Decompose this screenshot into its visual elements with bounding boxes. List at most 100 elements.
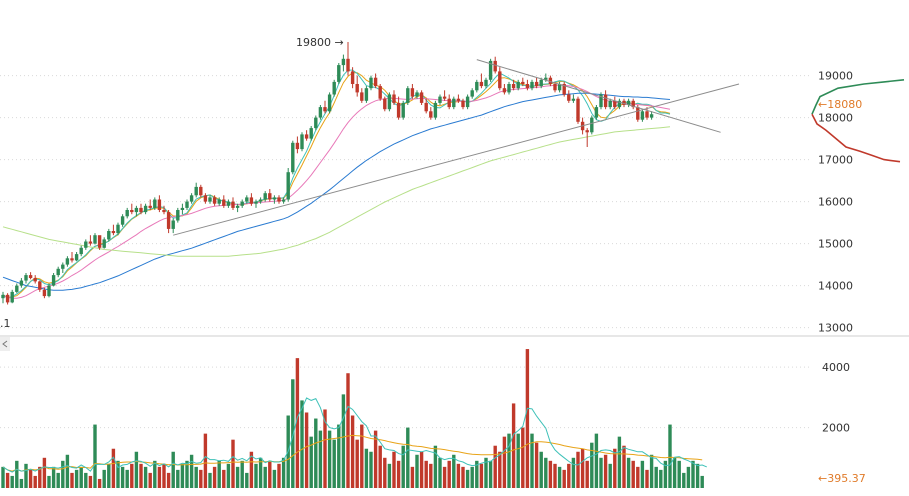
volume-bar[interactable] (659, 469, 663, 488)
volume-bar[interactable] (465, 469, 470, 488)
volume-bar[interactable] (562, 469, 566, 488)
volume-bar[interactable] (272, 469, 277, 488)
candle-body[interactable] (576, 98, 580, 122)
volume-bar[interactable] (38, 466, 42, 488)
volume-bar[interactable] (203, 433, 208, 488)
volume-bar[interactable] (470, 466, 474, 488)
candle-body[interactable] (208, 197, 212, 202)
volume-bar[interactable] (438, 457, 442, 488)
candle-body[interactable] (373, 77, 378, 87)
candle-body[interactable] (442, 96, 447, 99)
volume-bar[interactable] (571, 457, 576, 488)
volume-bar[interactable] (479, 463, 484, 488)
volume-bar[interactable] (594, 433, 599, 488)
collapse-toggle[interactable] (0, 337, 10, 351)
candle-body[interactable] (74, 254, 79, 261)
volume-bar[interactable] (452, 454, 456, 488)
volume-bar[interactable] (424, 460, 428, 488)
volume-bar[interactable] (645, 469, 649, 488)
volume-bar[interactable] (56, 472, 60, 488)
volume-bar[interactable] (373, 430, 378, 488)
volume-bar[interactable] (387, 463, 392, 488)
candle-body[interactable] (199, 186, 203, 196)
volume-bar[interactable] (281, 457, 286, 488)
candle-body[interactable] (525, 84, 530, 89)
candle-body[interactable] (65, 258, 70, 265)
candle-body[interactable] (369, 77, 373, 89)
candle-body[interactable] (498, 71, 502, 89)
volume-bar[interactable] (346, 373, 350, 488)
candle-body[interactable] (332, 81, 336, 95)
volume-bar[interactable] (360, 424, 364, 488)
volume-bar[interactable] (341, 394, 346, 488)
volume-bar[interactable] (185, 460, 189, 488)
candle-body[interactable] (249, 197, 254, 204)
candle-body[interactable] (171, 220, 175, 229)
volume-bar[interactable] (5, 472, 10, 488)
volume-bar[interactable] (125, 469, 129, 488)
volume-bar[interactable] (640, 460, 645, 488)
volume-bar[interactable] (663, 460, 668, 488)
candle-body[interactable] (346, 58, 350, 72)
volume-bar[interactable] (102, 469, 106, 488)
candle-body[interactable] (511, 84, 516, 89)
volume-bar[interactable] (691, 460, 695, 488)
candle-body[interactable] (245, 197, 249, 202)
candle-body[interactable] (438, 96, 442, 103)
candle-body[interactable] (153, 199, 157, 208)
candle-body[interactable] (5, 294, 10, 303)
volume-bar[interactable] (277, 463, 281, 488)
volume-bar[interactable] (516, 433, 520, 488)
candle-body[interactable] (189, 195, 194, 202)
candle-body[interactable] (258, 199, 263, 202)
candle-body[interactable] (47, 285, 51, 297)
volume-bar[interactable] (383, 457, 387, 488)
candle-body[interactable] (180, 207, 185, 210)
candle-body[interactable] (608, 100, 612, 108)
volume-bar[interactable] (222, 469, 226, 488)
volume-bar[interactable] (502, 436, 507, 488)
price-panel[interactable] (1, 42, 740, 305)
volume-bar[interactable] (654, 466, 658, 488)
volume-bar[interactable] (208, 472, 212, 488)
volume-bar[interactable] (401, 445, 405, 488)
candle-body[interactable] (534, 81, 539, 87)
volume-bar[interactable] (603, 454, 608, 488)
candle-body[interactable] (649, 114, 654, 118)
volume-bar[interactable] (171, 451, 175, 488)
volume-bar[interactable] (327, 430, 332, 488)
candle-body[interactable] (130, 210, 134, 213)
volume-bar[interactable] (700, 475, 704, 488)
candle-body[interactable] (28, 275, 33, 279)
volume-bar[interactable] (249, 451, 254, 488)
volume-bar[interactable] (19, 478, 24, 488)
candle-body[interactable] (309, 128, 313, 139)
candle-body[interactable] (406, 88, 410, 103)
candle-body[interactable] (341, 58, 346, 66)
candle-body[interactable] (226, 201, 231, 206)
candle-body[interactable] (562, 84, 566, 95)
candle-body[interactable] (15, 285, 19, 292)
volume-bar[interactable] (176, 469, 180, 488)
candle-body[interactable] (222, 199, 226, 206)
volume-bar[interactable] (521, 427, 525, 488)
candle-body[interactable] (231, 201, 235, 208)
volume-bar[interactable] (511, 403, 516, 488)
volume-bar[interactable] (350, 415, 355, 488)
volume-bar[interactable] (498, 451, 502, 488)
volume-bar[interactable] (70, 472, 74, 488)
volume-bar[interactable] (668, 424, 672, 488)
volume-bar[interactable] (291, 379, 295, 488)
volume-bar[interactable] (415, 454, 419, 488)
volume-bar[interactable] (162, 463, 166, 488)
volume-bar[interactable] (268, 460, 272, 488)
volume-bar[interactable] (548, 460, 553, 488)
candle-body[interactable] (176, 210, 180, 221)
volume-bar[interactable] (107, 463, 111, 488)
volume-bar[interactable] (553, 463, 557, 488)
volume-bar[interactable] (406, 427, 410, 488)
candle-body[interactable] (461, 100, 465, 108)
candle-body[interactable] (419, 92, 424, 103)
candle-body[interactable] (521, 81, 525, 84)
candle-body[interactable] (148, 205, 152, 208)
